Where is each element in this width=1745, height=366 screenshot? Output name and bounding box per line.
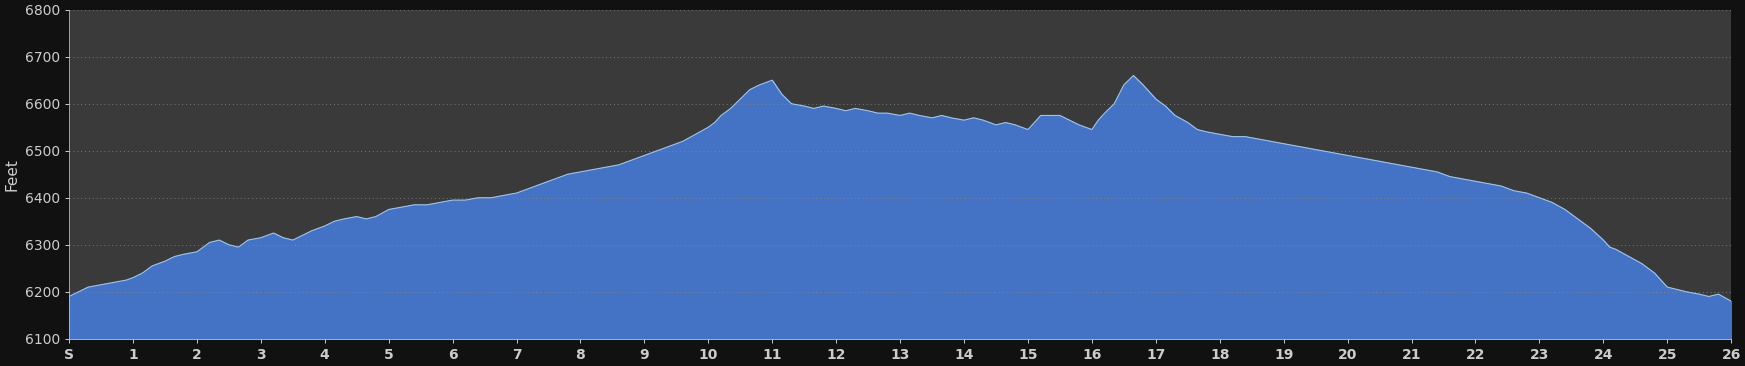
Y-axis label: Feet: Feet	[3, 158, 19, 191]
